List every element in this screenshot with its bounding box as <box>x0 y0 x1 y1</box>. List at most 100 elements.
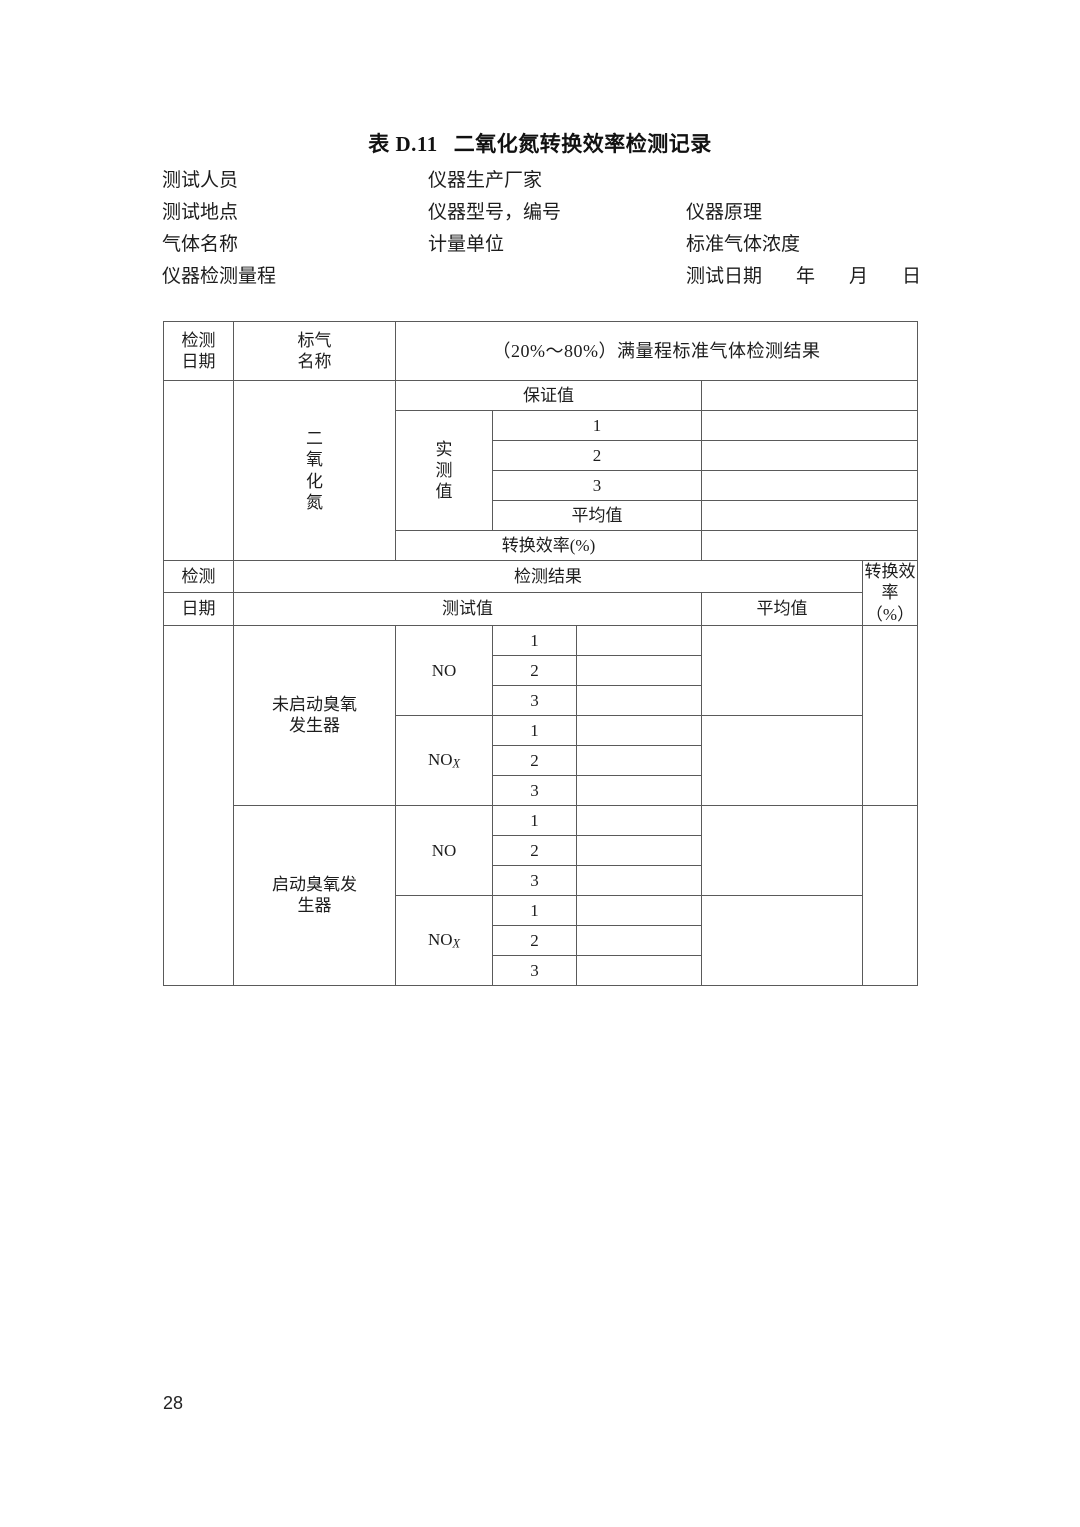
field-gas-name: 气体名称 <box>162 234 239 255</box>
cell-detect-date-header-b2: 日期 <box>163 592 234 626</box>
cell-testvalue-header: 测试值 <box>233 592 702 626</box>
table-row: 3 <box>164 470 919 501</box>
cell-value-g1-no-1[interactable] <box>576 624 702 656</box>
table-row: 二 氧 化 氮 保证值 <box>163 380 919 561</box>
field-standard-gas-concentration: 标准气体浓度 <box>686 234 801 255</box>
cell-value-g1-nox-1[interactable] <box>576 714 702 746</box>
cell-average-g1-nox[interactable] <box>701 714 863 806</box>
cell-measured-value-3[interactable] <box>700 470 919 501</box>
cell-species-g2-no: NO <box>395 804 493 896</box>
table-row: 实 测 值 1 <box>164 410 919 531</box>
cell-index-g2-no-1: 1 <box>492 804 577 836</box>
table-row: NOX 1 <box>164 714 918 806</box>
cell-guarantee-value[interactable] <box>700 380 919 411</box>
cell-value-g2-nox-2[interactable] <box>576 924 702 956</box>
cell-average-g2-nox[interactable] <box>701 894 863 986</box>
cell-index-g2-nox-1: 1 <box>492 894 577 926</box>
cell-guarantee-label: 保证值 <box>395 380 702 411</box>
page-title: 表 D.11 二氧化氮转换效率检测记录 <box>0 128 1080 158</box>
cell-fullscale-span-title: （20%～80%）满量程标准气体检测结果 <box>394 321 919 381</box>
cell-value-g1-nox-3[interactable] <box>576 774 702 806</box>
table-row: 2 <box>164 440 919 471</box>
cell-measured-index-2: 2 <box>492 440 702 471</box>
table-row: 2 <box>164 924 918 956</box>
cell-measured-value-1[interactable] <box>700 410 919 441</box>
table-row: 3 <box>164 684 918 716</box>
record-table: 检测 日期 标气 名称 （20%～80%）满量程标准气体检测结果 二 氧 化 <box>163 321 919 986</box>
table-number: 表 D.11 <box>368 132 438 156</box>
cell-efficiency-g1[interactable] <box>861 624 919 806</box>
cell-index-g1-nox-2: 2 <box>492 744 577 776</box>
field-test-date: 测试日期 年 月 日 <box>686 261 921 293</box>
meta-row: 气体名称 计量单位 标准气体浓度 <box>162 229 942 261</box>
date-day-label: 日 <box>902 266 922 287</box>
cell-detect-date-header: 检测 日期 <box>163 321 234 381</box>
field-test-date-label: 测试日期 <box>686 266 763 287</box>
cell-result-header: 检测结果 <box>233 559 863 594</box>
table-row: 日期 测试值 平均值 <box>163 592 918 626</box>
table-row: 2 <box>164 834 918 866</box>
cell-average-header: 平均值 <box>701 592 863 626</box>
date-month-label: 月 <box>849 266 869 287</box>
cell-value-g2-nox-3[interactable] <box>576 954 702 986</box>
cell-efficiency-header: 转换效率 （%） <box>861 560 919 626</box>
cell-average-label-top: 平均值 <box>492 500 702 531</box>
cell-standard-gas-name-header: 标气 名称 <box>233 321 396 381</box>
cell-species-g1-no: NO <box>395 624 493 716</box>
field-test-location: 测试地点 <box>162 202 239 223</box>
table-row: 启动臭氧发 生器 NO 1 <box>164 804 919 986</box>
table-title-text: 二氧化氮转换效率检测记录 <box>453 132 712 156</box>
table-row: 平均值 <box>164 500 919 531</box>
cell-value-g1-no-3[interactable] <box>576 684 702 716</box>
meta-row: 仪器检测量程 测试日期 年 月 日 <box>162 261 942 293</box>
cell-index-g1-nox-1: 1 <box>492 714 577 746</box>
page-number: 28 <box>163 1393 184 1413</box>
cell-measured-index-1: 1 <box>492 410 702 441</box>
field-measurement-unit: 计量单位 <box>428 234 505 255</box>
table-row: 3 <box>164 954 918 986</box>
table-row: 2 <box>164 744 918 776</box>
table-row: 检测 日期 标气 名称 （20%～80%）满量程标准气体检测结果 <box>163 321 919 381</box>
cell-index-g2-no-2: 2 <box>492 834 577 866</box>
cell-efficiency-g2[interactable] <box>861 804 919 986</box>
cell-measured-label-vertical: 实 测 值 <box>395 410 493 531</box>
cell-condition-1: 未启动臭氧 发生器 <box>233 624 396 806</box>
meta-fields: 测试人员 仪器生产厂家 测试地点 仪器型号，编号 仪器原理 气体名称 计量单位 … <box>162 165 942 293</box>
cell-value-g2-no-3[interactable] <box>576 864 702 896</box>
cell-index-g1-no-3: 3 <box>492 684 577 716</box>
cell-detect-date-header-b1: 检测 <box>163 559 234 594</box>
cell-value-g2-no-2[interactable] <box>576 834 702 866</box>
cell-detect-date-input-bottom[interactable] <box>163 624 234 986</box>
field-instrument-principle: 仪器原理 <box>686 202 763 223</box>
meta-row: 测试地点 仪器型号，编号 仪器原理 <box>162 197 942 229</box>
cell-value-g2-nox-1[interactable] <box>576 894 702 926</box>
record-table-grid: 检测 日期 标气 名称 （20%～80%）满量程标准气体检测结果 二 氧 化 <box>163 321 919 986</box>
cell-efficiency-label-top: 转换效率(%) <box>395 530 702 561</box>
cell-detect-date-input-top[interactable] <box>163 380 234 561</box>
cell-value-g1-nox-2[interactable] <box>576 744 702 776</box>
cell-index-g1-no-1: 1 <box>492 624 577 656</box>
table-row: 未启动臭氧 发生器 NO 1 <box>163 624 919 986</box>
cell-condition-2: 启动臭氧发 生器 <box>233 804 396 986</box>
field-instrument-range: 仪器检测量程 <box>162 266 277 287</box>
cell-index-g2-nox-3: 3 <box>492 954 577 986</box>
cell-index-g1-nox-3: 3 <box>492 774 577 806</box>
field-test-personnel: 测试人员 <box>162 170 239 191</box>
cell-efficiency-value-top[interactable] <box>700 530 919 561</box>
cell-value-g2-no-1[interactable] <box>576 804 702 836</box>
field-instrument-manufacturer: 仪器生产厂家 <box>428 170 543 191</box>
cell-average-g1-no[interactable] <box>701 624 863 716</box>
cell-average-value-top[interactable] <box>700 500 919 531</box>
cell-value-g1-no-2[interactable] <box>576 654 702 686</box>
date-year-label: 年 <box>796 266 816 287</box>
table-row: 检测 检测结果 转换效率 （%） <box>163 559 919 626</box>
cell-species-g2-nox: NOX <box>395 894 493 986</box>
cell-measured-index-3: 3 <box>492 470 702 501</box>
table-row: 2 <box>164 654 918 686</box>
cell-measured-value-2[interactable] <box>700 440 919 471</box>
cell-index-g2-no-3: 3 <box>492 864 577 896</box>
table-row: 转换效率(%) <box>164 530 919 561</box>
species-label: NO <box>431 660 457 680</box>
cell-index-g1-no-2: 2 <box>492 654 577 686</box>
cell-average-g2-no[interactable] <box>701 804 863 896</box>
